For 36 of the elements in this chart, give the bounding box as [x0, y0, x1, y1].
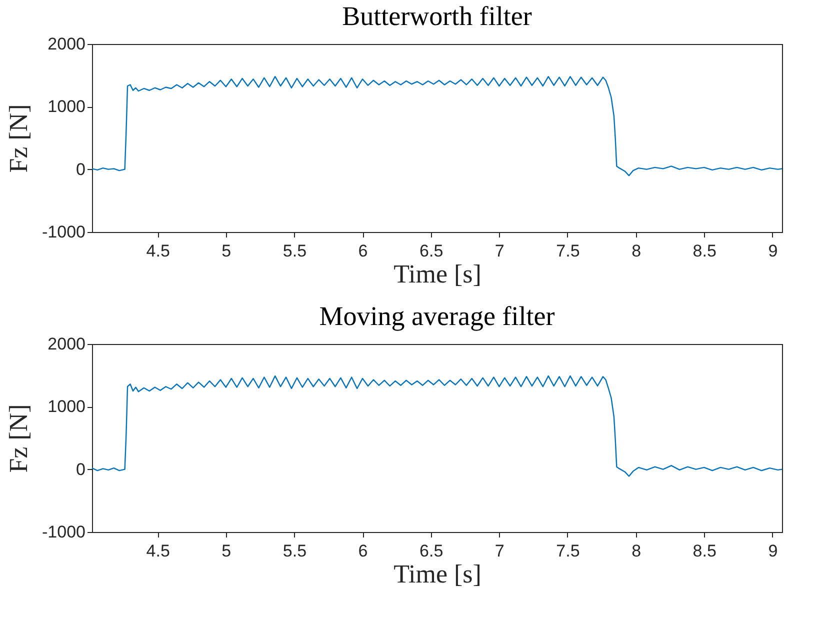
y-tick-label: 0	[76, 160, 86, 179]
x-tick-label: 7.5	[556, 542, 580, 560]
chart-title: Moving average filter	[319, 301, 555, 331]
x-tick-label: 8.5	[692, 542, 716, 560]
chart-title: Butterworth filter	[342, 1, 532, 31]
line-series	[91, 375, 783, 477]
y-tick-label: 1000	[48, 397, 86, 416]
y-tick-label: -1000	[42, 522, 86, 542]
x-tick-label: 5.5	[282, 242, 307, 260]
x-tick-label: 8	[632, 542, 642, 560]
x-tick-label: 7	[494, 242, 504, 260]
x-tick-label: 7	[494, 542, 504, 560]
x-tick-label: 5.5	[282, 542, 307, 560]
x-tick-label: 5	[222, 542, 232, 560]
x-axis-title: Time [s]	[394, 260, 482, 288]
x-tick-label: 9	[768, 542, 778, 560]
x-tick-label: 6	[358, 242, 368, 260]
x-tick-label: 6.5	[420, 542, 444, 560]
x-tick-label: 4.5	[146, 242, 170, 260]
y-axis-title: Fz [N]	[4, 104, 34, 173]
x-tick-label: 8.5	[692, 242, 716, 260]
x-tick-label: 9	[768, 242, 778, 260]
x-tick-label: 6	[358, 542, 368, 560]
y-axis-title: Fz [N]	[4, 404, 34, 473]
y-tick-label: -1000	[42, 222, 86, 242]
y-tick-label: 2000	[48, 334, 86, 354]
x-tick-label: 4.5	[146, 542, 170, 560]
x-tick-label: 8	[632, 242, 642, 260]
line-series	[91, 76, 783, 176]
y-tick-label: 2000	[48, 34, 86, 54]
y-tick-label: 0	[76, 460, 86, 479]
y-tick-label: 1000	[48, 97, 86, 116]
x-tick-label: 5	[222, 242, 232, 260]
x-tick-label: 6.5	[420, 242, 444, 260]
x-tick-label: 7.5	[556, 242, 580, 260]
x-axis-title: Time [s]	[394, 560, 482, 588]
